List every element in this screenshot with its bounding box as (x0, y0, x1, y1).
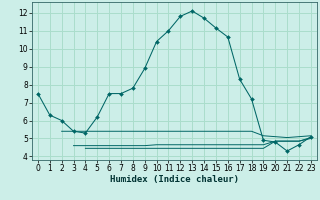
X-axis label: Humidex (Indice chaleur): Humidex (Indice chaleur) (110, 175, 239, 184)
